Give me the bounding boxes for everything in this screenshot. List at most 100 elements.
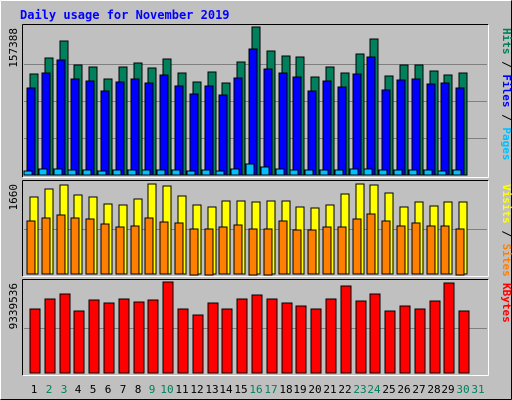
day-label: 8 [135, 383, 142, 396]
bar-kbytes-day-24 [369, 293, 381, 374]
day-label: 24 [367, 383, 381, 396]
bar-sites-day-3 [56, 214, 66, 275]
day-labels: 1 2 3 4 5 6 7 8 9 10 11 12 13 14 15 16 17 18 19 20 21 22 23 24 2… [31, 383, 485, 396]
panel-kbytes: 9339536 KBytes [7, 279, 512, 376]
day-label: 10 [160, 383, 173, 396]
bar-kbytes-day-8 [133, 301, 145, 374]
bar-pages-day-27 [408, 169, 418, 176]
bar-files-day-2 [41, 72, 51, 176]
max-label-visits: 1660 [7, 184, 20, 211]
bar-pages-day-14 [215, 170, 225, 176]
bar-sites-day-22 [337, 226, 347, 275]
bar-kbytes-day-16 [251, 294, 263, 374]
bar-pages-day-12 [186, 170, 196, 176]
legend-entry: Sites [500, 244, 512, 277]
day-label: 5 [90, 383, 97, 396]
bar-kbytes-day-13 [207, 302, 219, 374]
bar-sites-day-17 [263, 228, 273, 276]
bar-pages-day-1 [23, 170, 33, 176]
bar-sites-day-19 [292, 229, 302, 275]
bar-sites-day-28 [426, 225, 436, 275]
bar-sites-day-1 [26, 220, 36, 275]
bar-kbytes-day-7 [118, 298, 130, 374]
day-label: 15 [234, 383, 247, 396]
bar-sites-day-9 [144, 217, 154, 275]
bar-files-day-13 [204, 85, 214, 176]
bar-pages-day-8 [127, 169, 137, 176]
bar-pages-day-30 [452, 169, 462, 176]
bar-files-day-25 [381, 89, 391, 176]
series-kbytes [29, 281, 470, 374]
bar-files-day-4 [70, 78, 80, 176]
legend-entry: Pages [500, 127, 512, 160]
bar-kbytes-day-1 [29, 308, 41, 374]
bar-sites-day-4 [70, 217, 80, 275]
day-label: 19 [293, 383, 306, 396]
day-label: 29 [441, 383, 454, 396]
bar-kbytes-day-25 [384, 310, 396, 374]
bar-files-day-10 [159, 74, 169, 176]
legend-entry: Visits [500, 184, 512, 224]
legend-entry: Hits [500, 28, 512, 55]
day-label: 30 [456, 383, 469, 396]
bar-files-day-15 [233, 77, 243, 176]
day-label: 14 [219, 383, 233, 396]
bar-kbytes-day-17 [266, 298, 278, 374]
bar-pages-day-26 [393, 169, 403, 176]
series-sites [26, 213, 465, 276]
bar-pages-day-20 [304, 169, 314, 176]
bar-kbytes-day-22 [340, 285, 352, 374]
day-label: 17 [264, 383, 277, 396]
bar-pages-day-7 [112, 169, 122, 176]
day-label: 28 [427, 383, 440, 396]
bar-pages-day-29 [437, 170, 447, 176]
bar-kbytes-day-4 [73, 310, 85, 374]
bar-sites-day-14 [218, 226, 228, 275]
bar-sites-day-21 [322, 226, 332, 275]
bar-pages-day-4 [67, 169, 77, 176]
bar-files-day-3 [56, 59, 66, 176]
day-label: 27 [412, 383, 425, 396]
bar-sites-day-26 [396, 225, 406, 275]
bar-files-day-18 [278, 72, 288, 176]
bar-pages-day-5 [82, 169, 92, 176]
day-label: 3 [61, 383, 68, 396]
bar-pages-day-6 [97, 170, 107, 176]
day-label: 23 [353, 383, 366, 396]
bar-kbytes-day-10 [162, 281, 174, 374]
bar-pages-day-23 [349, 168, 359, 176]
bar-sites-day-27 [411, 222, 421, 275]
bar-files-day-6 [100, 90, 110, 176]
day-label: 2 [46, 383, 53, 396]
bar-sites-day-13 [204, 228, 214, 276]
bar-kbytes-day-28 [429, 300, 441, 374]
bar-kbytes-day-12 [192, 314, 204, 374]
bar-files-day-17 [263, 68, 273, 176]
bar-pages-day-25 [378, 169, 388, 176]
bar-files-day-29 [440, 82, 450, 176]
bar-files-day-16 [248, 48, 258, 176]
bar-files-day-8 [130, 78, 140, 176]
day-label: 11 [175, 383, 188, 396]
legend-entry: / [500, 108, 512, 128]
bar-pages-day-19 [289, 169, 299, 176]
bar-kbytes-day-26 [399, 305, 411, 374]
series-pages [23, 163, 462, 176]
bar-files-day-12 [189, 93, 199, 176]
day-label: 16 [249, 383, 262, 396]
bar-pages-day-28 [423, 169, 433, 176]
bar-files-day-9 [144, 82, 154, 176]
bar-kbytes-day-3 [59, 293, 71, 374]
max-label-hits: 157388 [7, 28, 20, 68]
bar-files-day-26 [396, 79, 406, 176]
max-label-kbytes: 9339536 [7, 283, 20, 329]
bar-sites-day-12 [189, 228, 199, 276]
bar-kbytes-day-11 [177, 308, 189, 374]
bar-sites-day-11 [174, 222, 184, 275]
bar-pages-day-13 [201, 169, 211, 176]
bar-files-day-5 [85, 80, 95, 176]
bar-pages-day-11 [171, 169, 181, 176]
bar-kbytes-day-29 [443, 282, 455, 374]
day-label: 7 [120, 383, 127, 396]
bar-kbytes-day-21 [325, 298, 337, 374]
